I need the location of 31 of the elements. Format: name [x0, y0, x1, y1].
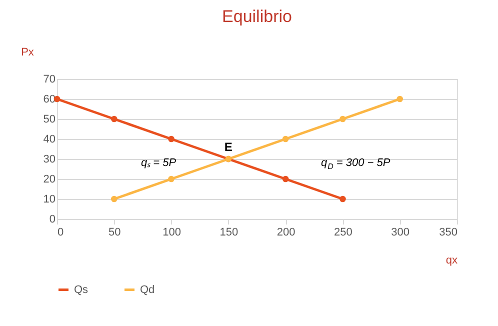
legend-label: Qd	[140, 284, 155, 296]
x-tick-label: 200	[276, 226, 296, 238]
x-tick-label: 250	[334, 226, 352, 238]
chart-title: Equilibrio	[222, 7, 292, 26]
point	[110, 116, 118, 122]
x-tick-label: 300	[391, 226, 410, 238]
y-tick-label: 30	[43, 154, 56, 166]
point	[168, 136, 174, 142]
x-tick-label: 150	[220, 226, 238, 238]
y-tick-label: 40	[43, 134, 56, 146]
point	[340, 116, 346, 122]
y-tick-label: 70	[43, 74, 56, 86]
y-tick-label: 0	[49, 214, 56, 226]
x-tick-label: 0	[58, 226, 64, 238]
point	[340, 196, 346, 202]
point	[110, 196, 118, 202]
y-tick-label: 20	[43, 174, 56, 186]
x-tick-label: 100	[162, 226, 181, 238]
annotation: qₛ = 5P	[141, 157, 177, 169]
y-tick-label: 10	[43, 194, 56, 206]
y-tick-label: 50	[43, 114, 56, 126]
y-axis-title: Px	[21, 46, 34, 58]
legend-label: Qs	[74, 284, 89, 296]
point	[168, 176, 174, 182]
point	[396, 96, 404, 102]
x-tick-label: 50	[108, 226, 121, 238]
annotation: E	[224, 140, 232, 154]
point	[282, 176, 289, 182]
x-tick-label: 350	[439, 226, 458, 238]
point	[282, 136, 289, 142]
x-axis-title: qx	[446, 254, 458, 266]
